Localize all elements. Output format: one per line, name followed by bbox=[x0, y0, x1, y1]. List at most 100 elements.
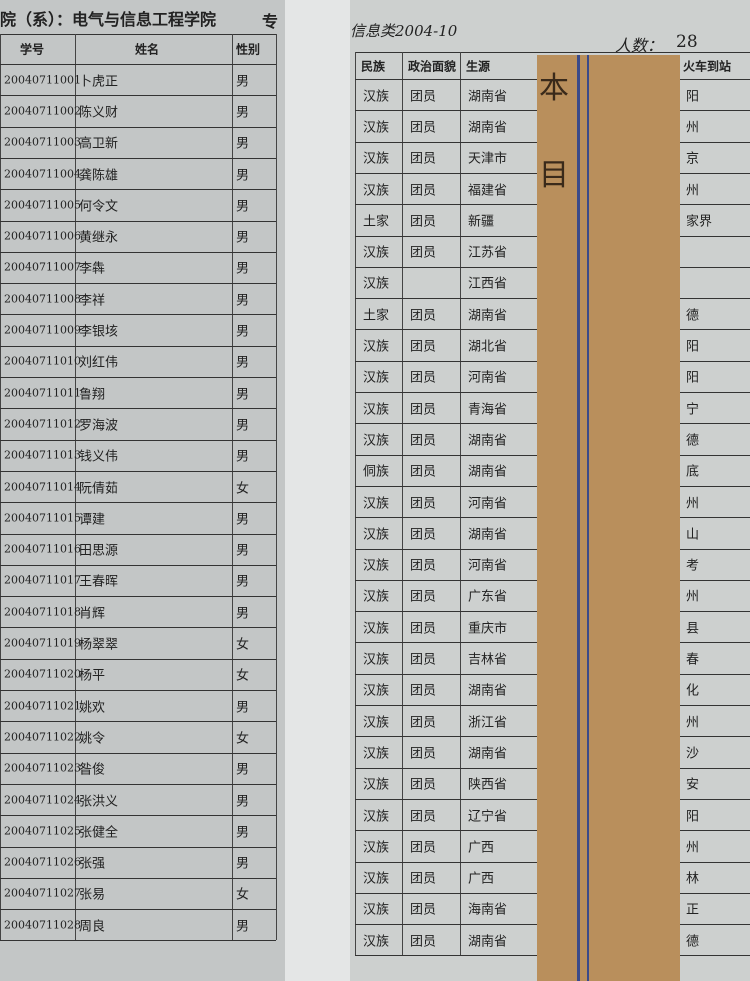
student-name: 姚令 bbox=[79, 731, 106, 747]
student-id: 20040711012 bbox=[4, 417, 81, 431]
student-id: 20040711025 bbox=[4, 824, 81, 838]
row-rule bbox=[0, 627, 276, 629]
column-rule bbox=[232, 34, 233, 941]
student-id: 20040711016 bbox=[4, 542, 81, 556]
train-station: 沙 bbox=[686, 746, 700, 762]
student-name: 张健全 bbox=[79, 825, 119, 841]
student-name: 李犇 bbox=[79, 261, 106, 277]
origin: 天津市 bbox=[468, 151, 508, 167]
student-id: 20040711027 bbox=[4, 886, 81, 900]
political-status: 团员 bbox=[410, 683, 437, 699]
student-name: 张易 bbox=[79, 887, 106, 903]
origin: 湖南省 bbox=[468, 89, 508, 105]
origin: 湖南省 bbox=[468, 746, 508, 762]
ethnicity: 汉族 bbox=[363, 245, 390, 261]
gender: 男 bbox=[236, 418, 250, 434]
gender: 男 bbox=[236, 105, 250, 121]
student-id: 20040711023 bbox=[4, 761, 81, 775]
student-name: 钱义伟 bbox=[79, 449, 119, 465]
gender: 男 bbox=[236, 74, 250, 90]
ethnicity: 汉族 bbox=[363, 339, 390, 355]
student-id: 20040711017 bbox=[4, 573, 81, 587]
origin: 广西 bbox=[468, 840, 495, 856]
origin: 陕西省 bbox=[468, 777, 508, 793]
student-id: 20040711028 bbox=[4, 918, 81, 932]
row-rule bbox=[0, 220, 276, 222]
ethnicity: 汉族 bbox=[363, 276, 390, 292]
train-station: 州 bbox=[686, 840, 700, 856]
gender: 男 bbox=[236, 574, 250, 590]
student-name: 杨翠翠 bbox=[79, 637, 119, 653]
row-rule bbox=[0, 909, 276, 911]
row-rule bbox=[0, 752, 276, 754]
political-status: 团员 bbox=[410, 746, 437, 762]
train-station: 春 bbox=[686, 652, 700, 668]
column-rule bbox=[460, 52, 461, 956]
table-rule bbox=[0, 34, 276, 35]
student-name: 罗海波 bbox=[79, 418, 119, 434]
student-name: 肖辉 bbox=[79, 606, 106, 622]
column-header: 火车到站 bbox=[683, 59, 732, 74]
student-name: 姚欢 bbox=[79, 700, 106, 716]
student-name: 阮倩茹 bbox=[79, 481, 119, 497]
gender: 男 bbox=[236, 387, 250, 403]
ethnicity: 汉族 bbox=[363, 89, 390, 105]
origin: 河南省 bbox=[468, 496, 508, 512]
train-station: 州 bbox=[686, 715, 700, 731]
origin: 湖南省 bbox=[468, 934, 508, 950]
political-status: 团员 bbox=[410, 214, 437, 230]
gender: 男 bbox=[236, 512, 250, 528]
column-header: 生源 bbox=[466, 59, 491, 74]
gender: 女 bbox=[236, 887, 250, 903]
political-status: 团员 bbox=[410, 433, 437, 449]
student-id: 20040711020 bbox=[4, 667, 81, 681]
gender: 男 bbox=[236, 324, 250, 340]
gender: 女 bbox=[236, 731, 250, 747]
column-rule bbox=[75, 34, 76, 941]
student-id: 20040711003 bbox=[4, 135, 81, 149]
ethnicity: 汉族 bbox=[363, 683, 390, 699]
origin: 辽宁省 bbox=[468, 809, 508, 825]
row-rule bbox=[0, 345, 276, 347]
student-name: 高卫新 bbox=[79, 136, 119, 152]
student-name: 陈义财 bbox=[79, 105, 119, 121]
student-id: 20040711004 bbox=[4, 167, 81, 181]
political-status: 团员 bbox=[410, 402, 437, 418]
row-rule bbox=[0, 815, 276, 817]
political-status: 团员 bbox=[410, 558, 437, 574]
gender: 男 bbox=[236, 606, 250, 622]
political-status: 团员 bbox=[410, 621, 437, 637]
count-label: 人数： bbox=[615, 36, 664, 55]
train-station: 县 bbox=[686, 621, 700, 637]
origin: 湖南省 bbox=[468, 527, 508, 543]
student-id: 20040711005 bbox=[4, 198, 81, 212]
column-header: 学号 bbox=[20, 42, 45, 57]
column-header: 性别 bbox=[236, 42, 261, 57]
train-station: 州 bbox=[686, 589, 700, 605]
class-fragment: 专 bbox=[262, 12, 279, 31]
gender: 男 bbox=[236, 230, 250, 246]
gender: 男 bbox=[236, 136, 250, 152]
row-rule bbox=[0, 940, 276, 942]
gender: 男 bbox=[236, 919, 250, 935]
row-rule bbox=[0, 377, 276, 378]
student-name: 张强 bbox=[79, 856, 106, 872]
column-header: 姓名 bbox=[135, 42, 160, 57]
train-station: 阳 bbox=[686, 809, 700, 825]
origin: 湖北省 bbox=[468, 339, 508, 355]
origin: 河南省 bbox=[468, 370, 508, 386]
political-status: 团员 bbox=[410, 589, 437, 605]
row-rule bbox=[0, 596, 276, 598]
student-id: 20040711021 bbox=[4, 699, 81, 713]
student-name: 李银垓 bbox=[79, 324, 119, 340]
ethnicity: 汉族 bbox=[363, 934, 390, 950]
ethnicity: 汉族 bbox=[363, 652, 390, 668]
ethnicity: 汉族 bbox=[363, 496, 390, 512]
student-id: 20040711019 bbox=[4, 636, 81, 650]
department-label: 院（系）： bbox=[0, 10, 73, 29]
student-id: 20040711015 bbox=[4, 511, 81, 525]
political-status: 团员 bbox=[410, 120, 437, 136]
origin: 青海省 bbox=[468, 402, 508, 418]
row-rule bbox=[0, 533, 276, 535]
